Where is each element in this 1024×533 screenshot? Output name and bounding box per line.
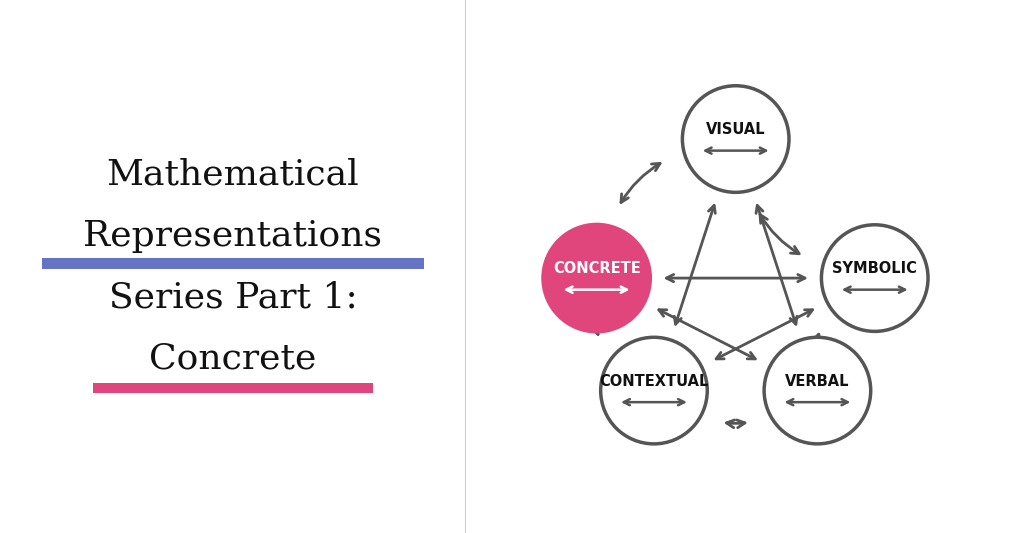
Bar: [42, 258, 424, 269]
Circle shape: [682, 86, 788, 192]
Text: VERBAL: VERBAL: [785, 374, 850, 389]
Text: Series Part 1:: Series Part 1:: [109, 280, 357, 314]
Text: Concrete: Concrete: [150, 342, 316, 375]
Text: CONTEXTUAL: CONTEXTUAL: [599, 374, 709, 389]
Text: VISUAL: VISUAL: [706, 122, 766, 138]
Text: CONCRETE: CONCRETE: [553, 261, 641, 276]
Circle shape: [764, 337, 870, 444]
Bar: [93, 383, 373, 393]
Circle shape: [821, 225, 928, 332]
Text: SYMBOLIC: SYMBOLIC: [833, 261, 918, 276]
Circle shape: [544, 225, 650, 332]
Text: Mathematical: Mathematical: [106, 158, 359, 191]
Circle shape: [601, 337, 708, 444]
Text: Representations: Representations: [84, 219, 382, 253]
